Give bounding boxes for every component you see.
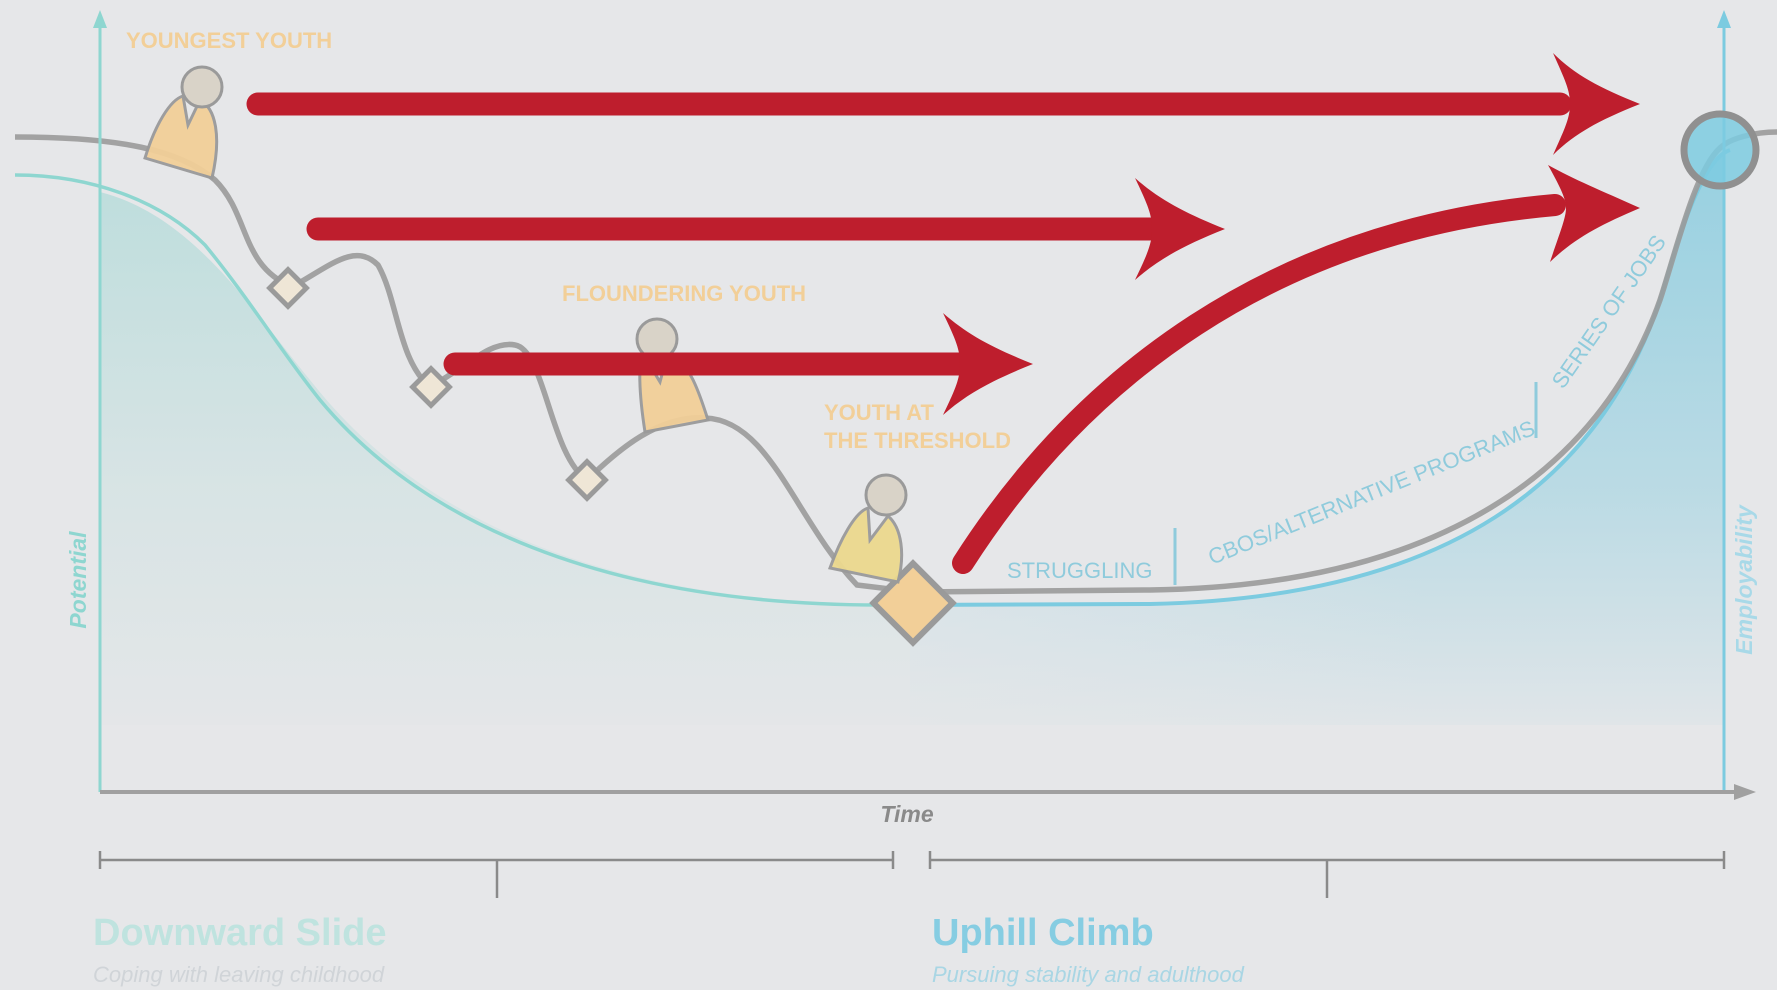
arrow-second — [306, 178, 1225, 280]
youngest-youth-figure-icon — [143, 65, 224, 180]
potential-area — [100, 192, 910, 725]
arrow-head-icon — [1548, 165, 1640, 262]
threshold-youth-figure-icon — [828, 473, 908, 584]
arrow-youngest-to-goal — [246, 53, 1640, 155]
uphill-climb-title: Uphill Climb — [932, 912, 1154, 954]
arrow-head-icon — [943, 313, 1033, 415]
time-axis-arrow-icon — [1734, 784, 1756, 800]
potential-curve — [14, 173, 905, 607]
threshold-label-line1: YOUTH AT — [824, 400, 935, 425]
downward-slide-title: Downward Slide — [93, 912, 386, 954]
arrow-head-icon — [1553, 53, 1640, 155]
youngest-youth-label: YOUNGEST YOUTH — [126, 28, 332, 53]
struggling-label: STRUGGLING — [1007, 558, 1152, 583]
milestone-diamond-icon — [409, 365, 453, 409]
floundering-youth-label: FLOUNDERING YOUTH — [562, 281, 806, 306]
employability-area — [910, 150, 1725, 725]
uphill-timeline-bracket — [928, 851, 1726, 898]
downward-slide-subtitle: Coping with leaving childhood — [93, 962, 385, 987]
left-axis-arrow-icon — [93, 10, 107, 28]
milestone-diamond-icon — [565, 458, 609, 502]
arrow-head-icon — [1135, 178, 1225, 280]
threshold-label-line2: THE THRESHOLD — [824, 428, 1011, 453]
arrow-threshold-to-goal — [952, 165, 1640, 574]
threshold-diamond-icon — [869, 559, 957, 647]
uphill-climb-subtitle: Pursuing stability and adulthood — [932, 962, 1245, 987]
milestone-diamond-icon — [266, 266, 310, 310]
right-axis-label: Employability — [1731, 504, 1757, 655]
downward-timeline-bracket — [98, 851, 895, 898]
right-axis-arrow-icon — [1717, 10, 1731, 28]
arrow-floundering — [443, 313, 1033, 415]
left-axis-label: Potential — [65, 531, 91, 629]
goal-circle-icon — [1680, 110, 1760, 190]
x-axis-label: Time — [880, 801, 933, 827]
